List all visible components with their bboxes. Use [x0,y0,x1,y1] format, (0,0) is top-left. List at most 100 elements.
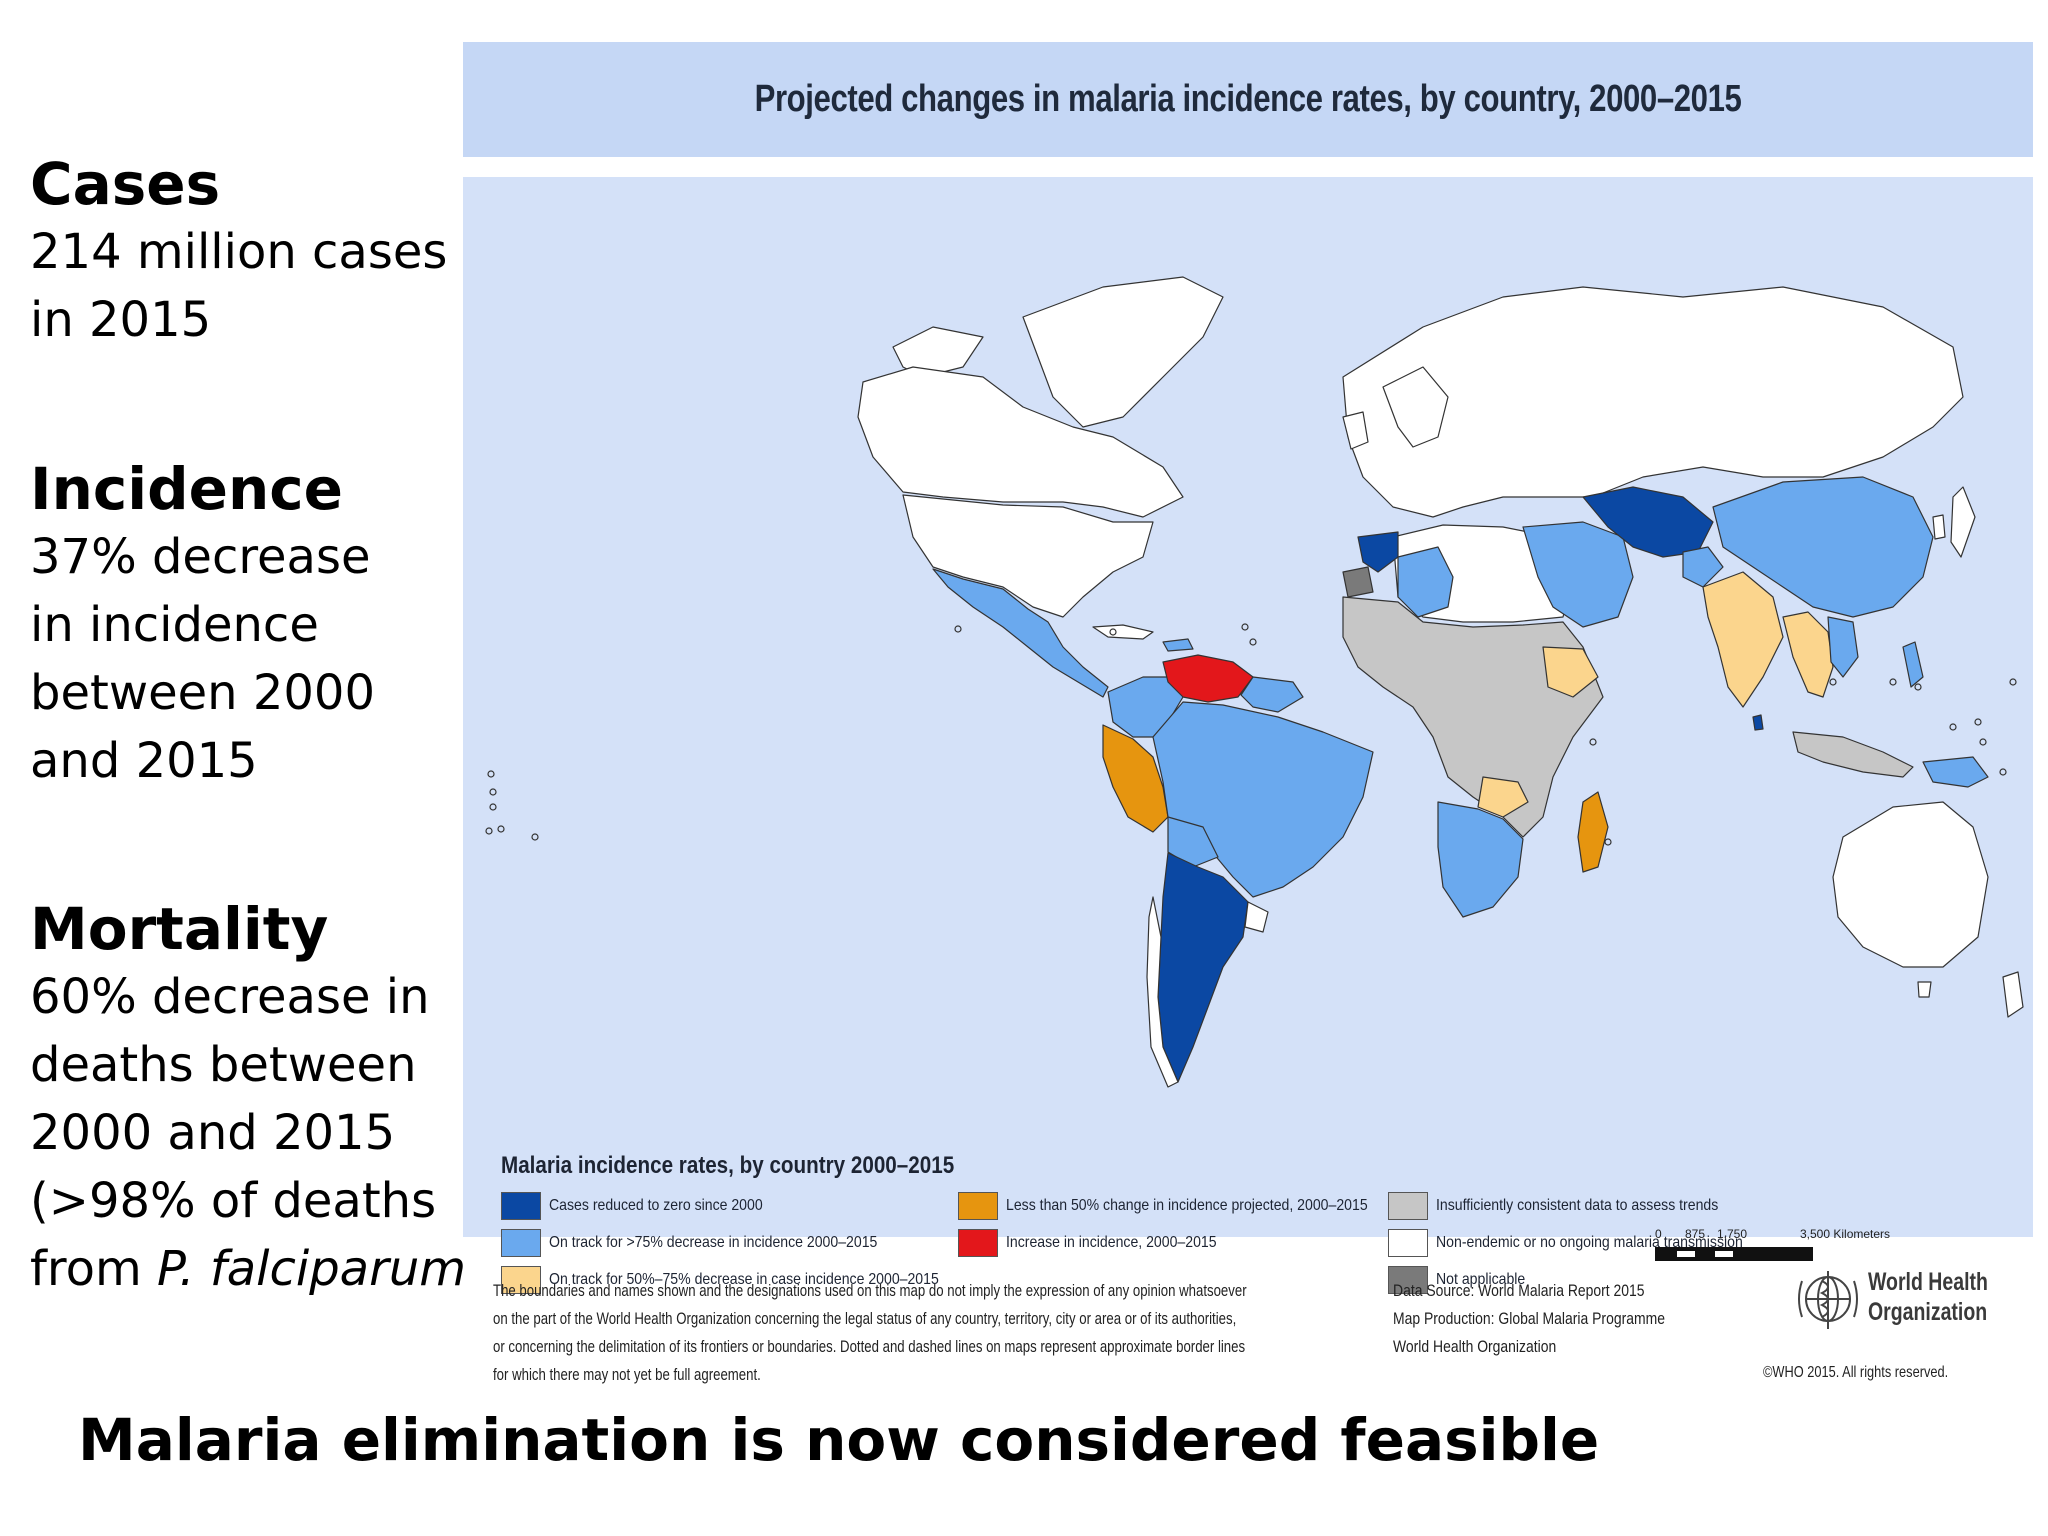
legend-item-lt50: Less than 50% change in incidence projec… [958,1192,1417,1220]
legend-label: Less than 50% change in incidence projec… [1006,1197,1368,1214]
disclaimer-line: or concerning the delimitation of its fr… [493,1338,1246,1356]
korea [1932,514,1946,540]
tasmania [1917,981,1932,998]
legend-item-gt75: On track for >75% decrease in incidence … [501,1229,922,1257]
afghanistan [1682,546,1724,588]
mortality-stat: Mortality 60% decrease in deaths between… [30,895,500,1303]
legend-item-non-endemic: Non-endemic or no ongoing malaria transm… [1388,1229,1785,1257]
map-disclaimer: The boundaries and names shown and the d… [493,1277,1333,1389]
southeast-asia-mainland [1782,611,1834,698]
legend-swatch [501,1266,541,1294]
guianas [1240,676,1304,713]
incidence-line: in incidence [30,597,319,653]
world-map [485,276,2024,1088]
map-title-band: Projected changes in malaria incidence r… [463,42,2033,157]
scandinavia [1382,366,1449,448]
legend-item-not-applicable: Not applicable [1388,1266,1537,1294]
japan [1950,486,1976,558]
venezuela [1162,654,1254,703]
legend-swatch [501,1229,541,1257]
mortality-line-species: from P. falciparum) [30,1235,500,1303]
legend-swatch [958,1192,998,1220]
scale-label: 875 [1685,1227,1706,1241]
india [1702,571,1784,708]
middle-east [1522,521,1634,628]
indonesia [1792,731,1914,778]
uruguay [1244,901,1269,933]
legend-item-increase: Increase in incidence, 2000–2015 [958,1229,1245,1257]
cases-heading: Cases [30,150,221,218]
southern-africa [1437,801,1524,918]
bolivia [1167,816,1219,868]
caribbean [1092,624,1154,640]
scale-bar-segment [1677,1251,1695,1257]
new-zealand [2002,971,2024,1018]
china [1712,476,1934,618]
cases-line: 214 million cases [30,224,448,280]
scale-label: 1,750 [1717,1227,1748,1241]
hispaniola [1162,638,1194,652]
incidence-line: 37% decrease [30,529,371,585]
disclaimer-line: for which there may not yet be full agre… [493,1366,761,1384]
disclaimer-line: The boundaries and names shown and the d… [493,1282,1247,1300]
australia [1832,801,1989,968]
uk [1342,411,1369,450]
scale-bar-segment [1715,1251,1733,1257]
ethiopia [1542,646,1599,698]
legend-swatch [1388,1266,1428,1294]
who-name: World Health Organization [1868,1267,2022,1327]
philippines [1902,641,1924,688]
scale-labels: 0 875 1,750 3,500 Kilometers [1655,1227,1895,1243]
argentina [1157,852,1249,1083]
species-prefix: from [30,1241,157,1297]
incidence-line: and 2015 [30,733,258,789]
mortality-line: (>98% of deaths [30,1173,437,1229]
legend-label: Insufficiently consistent data to assess… [1436,1197,1719,1214]
map-title: Projected changes in malaria incidence r… [754,78,1742,120]
source-line: Map Production: Global Malaria Programme [1393,1309,1665,1328]
legend-label: Increase in incidence, 2000–2015 [1006,1234,1217,1251]
species-name: P. falciparum [156,1241,466,1297]
incidence-line: between 2000 [30,665,375,721]
peru [1102,724,1169,833]
scale-bar [1655,1247,1813,1261]
legend-swatch [501,1192,541,1220]
who-name-line: Organization [1868,1298,1988,1326]
malaria-map-figure: Projected changes in malaria incidence r… [463,42,2033,1452]
map-panel: Malaria incidence rates, by country 2000… [463,177,2033,1294]
indochina [1827,616,1859,678]
legend-label: Cases reduced to zero since 2000 [549,1197,763,1214]
cases-stat: Cases 214 million cases in 2015 [30,150,500,354]
map-source: Data Source: World Malaria Report 2015 M… [1393,1277,1725,1361]
madagascar [1577,791,1609,873]
western-sahara [1342,566,1374,598]
chile [1146,896,1179,1088]
cases-line: in 2015 [30,292,212,348]
legend-label: On track for >75% decrease in incidence … [549,1234,878,1251]
incidence-heading: Incidence [30,455,343,523]
greenland [1022,276,1224,428]
who-name-line: World Health [1868,1268,1988,1296]
legend-item-insufficient: Insufficiently consistent data to assess… [1388,1192,1757,1220]
russia-europe [1342,286,1964,518]
mortality-line: 60% decrease in [30,969,430,1025]
source-line: Data Source: World Malaria Report 2015 [1393,1281,1645,1300]
legend-label: On track for 50%–75% decrease in case in… [549,1271,939,1288]
sub-saharan-africa [1342,596,1604,838]
source-line: World Health Organization [1393,1337,1557,1356]
mortality-line: deaths between [30,1037,417,1093]
legend-swatch [1388,1192,1428,1220]
incidence-stat: Incidence 37% decrease in incidence betw… [30,455,500,795]
legend-swatch [958,1229,998,1257]
morocco [1357,531,1399,573]
mortality-heading: Mortality [30,895,329,963]
conclusion-heading: Malaria elimination is now considered fe… [78,1406,1600,1474]
legend-swatch [1388,1229,1428,1257]
legend-label: Non-endemic or no ongoing malaria transm… [1436,1234,1743,1251]
legend-item-50-75: On track for 50%–75% decrease in case in… [501,1266,992,1294]
scale-label: 0 [1655,1227,1662,1241]
mortality-line: 2000 and 2015 [30,1105,396,1161]
arctic-islands [892,326,984,378]
mexico-central-america [932,568,1109,698]
papua-new-guinea [1922,756,1989,788]
